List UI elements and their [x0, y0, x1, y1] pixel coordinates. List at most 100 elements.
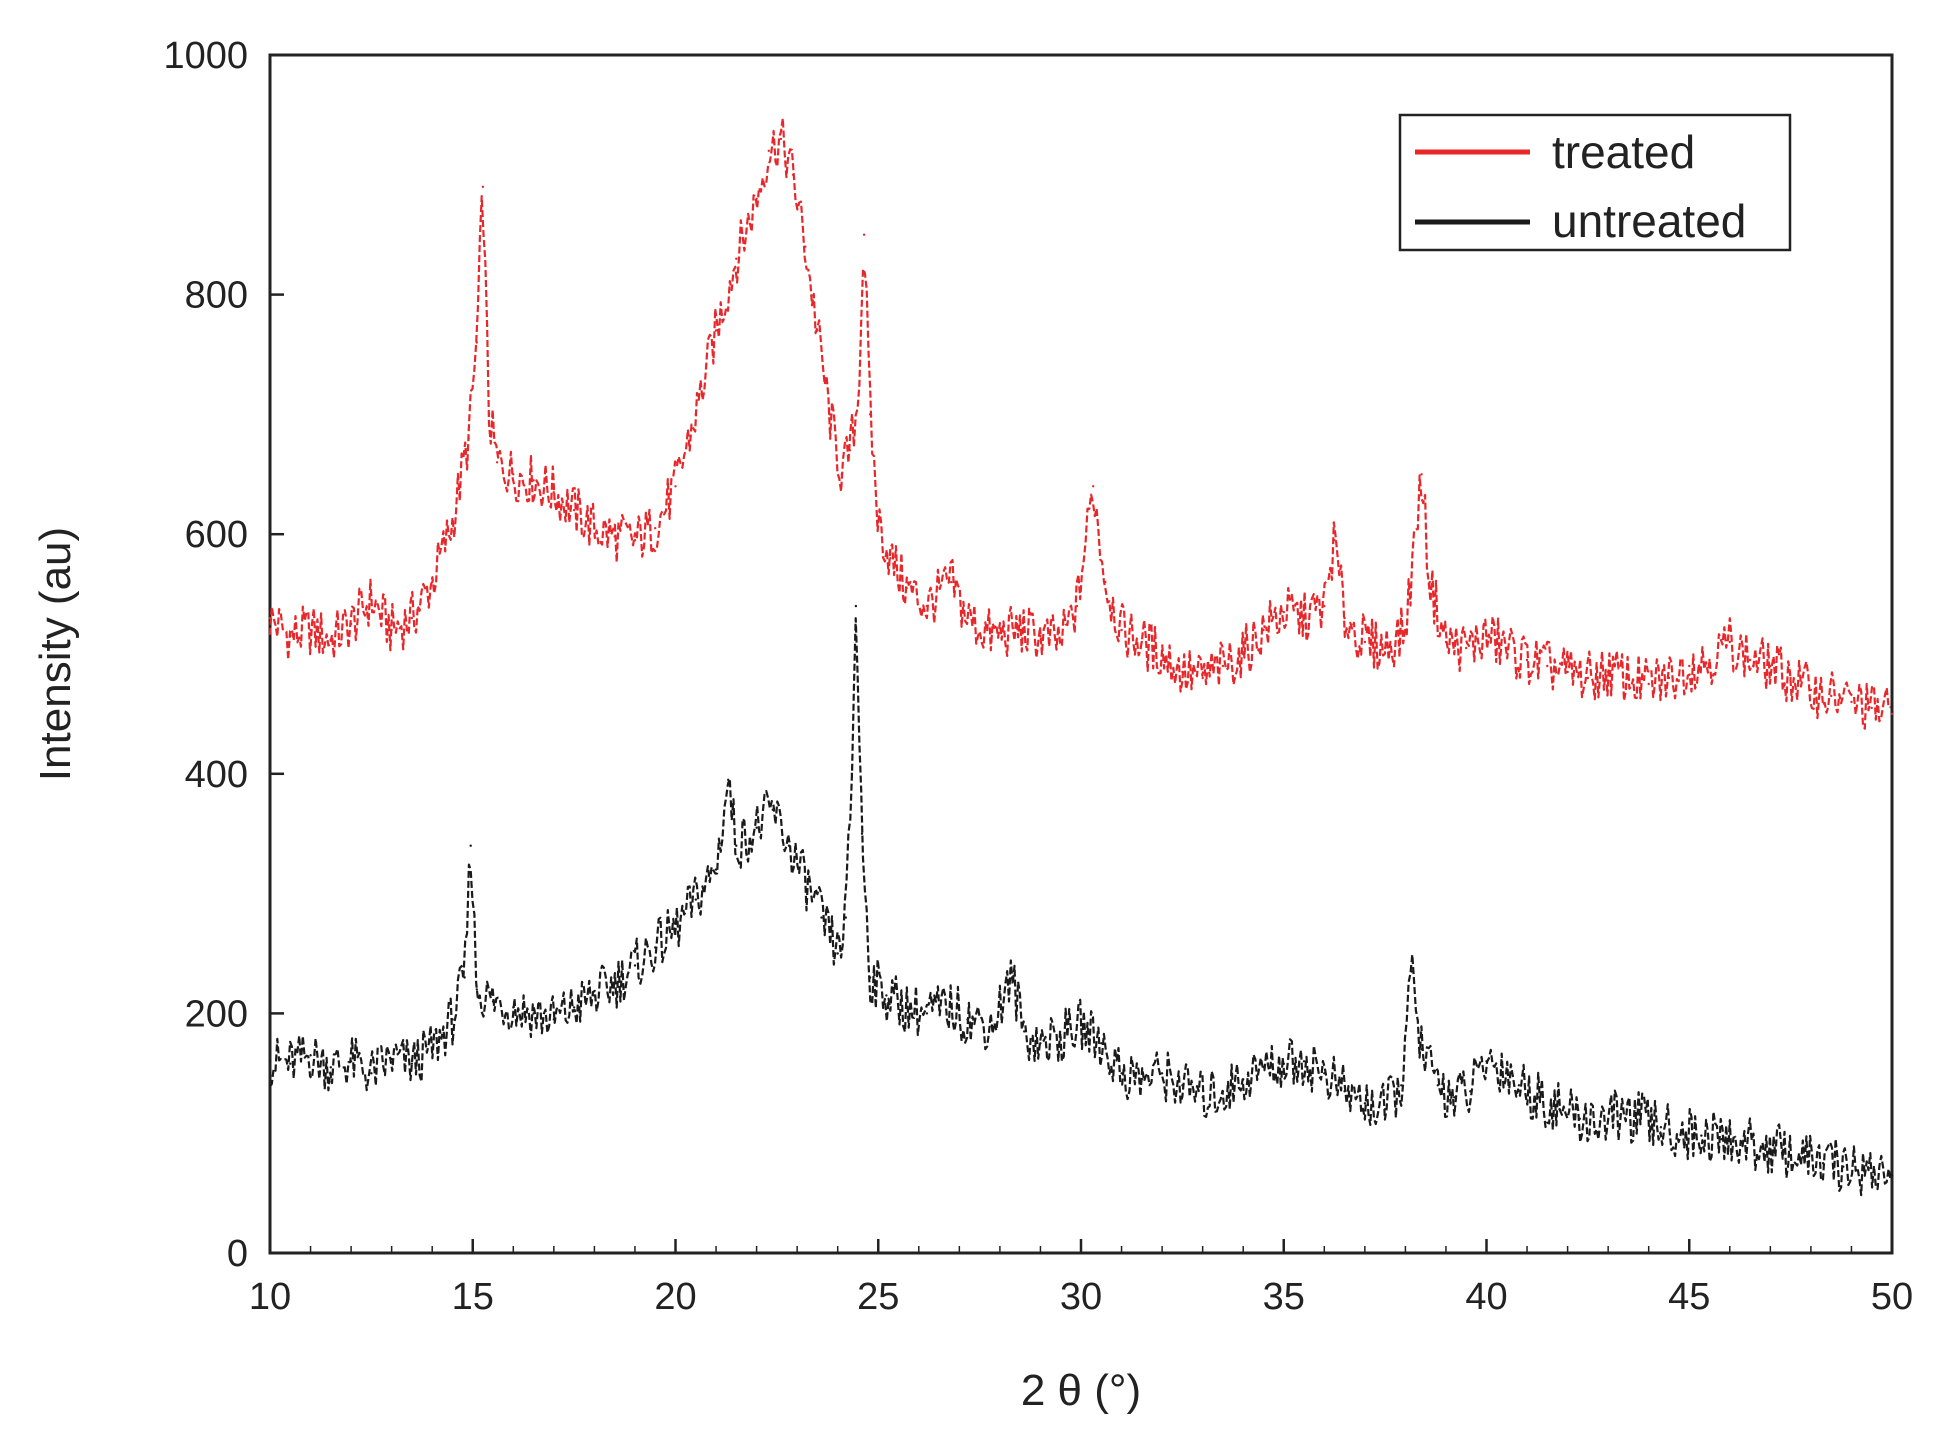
data-point-untreated: [1720, 1138, 1723, 1141]
data-point-treated: [816, 329, 819, 332]
data-point-treated: [495, 461, 499, 464]
data-point-untreated: [925, 1012, 929, 1015]
data-point-treated: [1748, 658, 1752, 662]
data-point-untreated: [1022, 1030, 1026, 1033]
data-point-treated: [840, 473, 843, 476]
data-point-treated: [1667, 676, 1671, 680]
data-point-treated: [1850, 700, 1853, 704]
data-point-untreated: [512, 1006, 515, 1009]
data-point-untreated: [1420, 1048, 1423, 1051]
x-tick-label: 40: [1465, 1276, 1507, 1318]
data-point-untreated: [1120, 1072, 1123, 1075]
data-point-treated: [1420, 473, 1423, 476]
data-point-treated: [532, 479, 535, 482]
data-point-treated: [714, 329, 718, 332]
data-point-treated: [1830, 694, 1833, 698]
data-point-treated: [1104, 580, 1107, 584]
data-point-treated: [779, 137, 783, 141]
data-point-untreated: [475, 988, 478, 991]
data-point-untreated: [329, 1066, 332, 1069]
data-point-treated: [1546, 664, 1549, 668]
legend-box: [1398, 113, 1792, 252]
data-point-treated: [370, 598, 373, 602]
x-axis-title: 2 θ (°): [1021, 1366, 1141, 1415]
data-point-untreated: [854, 604, 858, 608]
x-tick-label: 15: [452, 1276, 494, 1318]
x-tick-label: 20: [654, 1276, 696, 1318]
data-point-untreated: [844, 916, 847, 919]
data-point-treated: [848, 449, 852, 452]
data-point-untreated: [1039, 1042, 1042, 1045]
data-point-treated: [1404, 628, 1407, 632]
data-point-treated: [451, 521, 454, 524]
data-point-untreated: [1469, 1090, 1472, 1093]
data-point-treated: [481, 185, 485, 188]
data-point-untreated: [469, 844, 472, 847]
data-point-treated: [1363, 640, 1367, 644]
data-point-treated: [905, 586, 908, 590]
data-point-untreated: [268, 1060, 272, 1063]
data-point-treated: [1870, 706, 1873, 710]
data-point-untreated: [1221, 1090, 1225, 1093]
data-point-untreated: [1059, 1036, 1062, 1039]
data-point-treated: [593, 527, 596, 530]
data-point-untreated: [613, 982, 616, 985]
data-point-untreated: [654, 946, 657, 949]
x-tick-label: 35: [1263, 1276, 1305, 1318]
y-tick-label: 1000: [163, 35, 248, 77]
data-point-treated: [1181, 670, 1184, 674]
data-point-treated: [1708, 658, 1711, 662]
data-point-untreated: [1890, 1173, 1894, 1177]
data-point-treated: [862, 233, 866, 236]
data-point-untreated: [1598, 1120, 1602, 1123]
data-point-untreated: [1639, 1117, 1642, 1121]
data-point-treated: [475, 341, 478, 344]
data-point-untreated: [370, 1072, 373, 1075]
data-point-untreated: [1010, 976, 1014, 979]
data-point-untreated: [755, 826, 758, 829]
data-point-untreated: [735, 844, 738, 847]
data-point-untreated: [451, 1018, 454, 1021]
data-point-treated: [410, 616, 414, 620]
data-point-treated: [804, 245, 807, 248]
series-line-treated: [268, 117, 1891, 730]
data-point-untreated: [1619, 1114, 1622, 1117]
data-point-untreated: [1679, 1132, 1683, 1135]
data-point-untreated: [1181, 1084, 1184, 1087]
data-point-untreated: [491, 1000, 495, 1003]
data-point-untreated: [309, 1054, 312, 1057]
data-point-untreated: [1517, 1084, 1521, 1087]
data-point-treated: [1323, 604, 1326, 608]
data-point-treated: [613, 535, 616, 538]
data-point-treated: [1809, 688, 1813, 692]
ticks-layer: 10 15 20 25 30 35 40 45 50 0 200 400 600 800 1000: [163, 35, 1913, 1318]
data-point-untreated: [804, 880, 807, 883]
data-point-treated: [1059, 640, 1062, 644]
data-point-treated: [1282, 610, 1286, 614]
data-point-untreated: [410, 1062, 414, 1065]
data-point-untreated: [885, 994, 888, 997]
data-point-treated: [1647, 682, 1650, 686]
data-point-untreated: [990, 1024, 993, 1027]
data-point-treated: [1485, 634, 1488, 638]
data-point-treated: [1586, 676, 1590, 680]
data-point-untreated: [593, 994, 596, 997]
data-point-untreated: [674, 928, 677, 931]
y-tick-label: 800: [185, 275, 248, 317]
data-point-treated: [755, 197, 758, 200]
data-point-untreated: [1410, 970, 1413, 973]
data-point-untreated: [905, 1006, 908, 1009]
data-point-treated: [390, 628, 393, 632]
data-point-treated: [1383, 646, 1387, 650]
data-point-treated: [1428, 580, 1431, 584]
data-point-treated: [1201, 676, 1204, 680]
data-point-treated: [1262, 628, 1265, 632]
data-point-treated: [487, 413, 491, 416]
data-point-untreated: [1501, 1066, 1504, 1069]
data-point-untreated: [1363, 1102, 1367, 1105]
data-point-treated: [1505, 646, 1509, 650]
data-point-untreated: [1262, 1066, 1265, 1069]
y-tick-label: 200: [185, 993, 248, 1035]
data-point-untreated: [1821, 1162, 1825, 1165]
